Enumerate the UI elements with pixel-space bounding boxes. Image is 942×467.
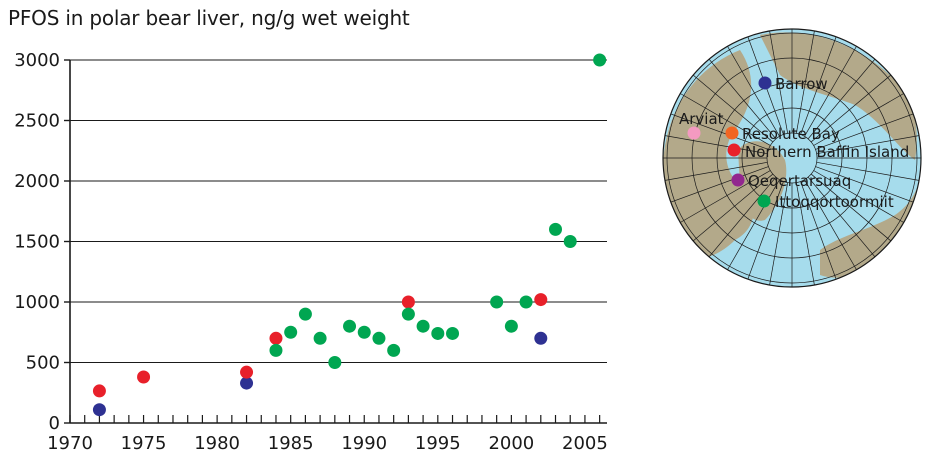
meridian-line (701, 176, 777, 266)
data-point (92, 403, 106, 417)
meridian-line (721, 179, 780, 280)
x-tick-label: 2000 (488, 433, 534, 454)
data-point (416, 319, 430, 333)
data-point (313, 331, 327, 345)
data-point (328, 356, 342, 369)
meridian-line (670, 170, 771, 229)
map-location-label: Barrow (775, 75, 828, 93)
meridian-line (815, 166, 921, 207)
y-tick-label: 2000 (14, 171, 60, 192)
meridian-line (795, 182, 817, 287)
meridian-line (767, 29, 789, 134)
meridian-line (816, 161, 921, 183)
meridian-line (810, 67, 900, 143)
meridian-line (807, 176, 883, 266)
meridian-line (721, 36, 780, 137)
x-tick-label: 1990 (341, 433, 387, 454)
meridian-line (663, 161, 768, 183)
meridian-line (767, 182, 789, 287)
chart-title: PFOS in polar bear liver, ng/g wet weigh… (8, 6, 410, 30)
data-point (92, 384, 106, 398)
meridian-line (795, 29, 817, 134)
map-border (662, 28, 922, 288)
land-north-america (663, 50, 754, 259)
data-point (446, 326, 460, 340)
map-location-label: Northern Baffin Island (745, 143, 909, 161)
data-point (534, 331, 548, 345)
map-marker (758, 76, 772, 90)
data-point (372, 331, 386, 345)
meridian-line (816, 133, 921, 155)
data-point (284, 325, 298, 339)
meridian-line (800, 29, 841, 135)
y-tick-label: 0 (49, 413, 60, 434)
data-point (519, 295, 533, 309)
x-tick-label: 1985 (268, 433, 314, 454)
data-point (269, 343, 283, 357)
x-tick-label: 1995 (415, 433, 461, 454)
meridian-line (800, 181, 841, 287)
x-tick-label: 1975 (121, 433, 167, 454)
map-location-label: Qeqertarsuaq (748, 172, 851, 190)
x-tick-label: 2005 (562, 433, 608, 454)
meridian-line (804, 179, 863, 280)
meridian-line (810, 173, 900, 249)
meridian-line (684, 67, 774, 143)
data-point (343, 319, 357, 333)
plot-area: 0 500 1000 1500 2000 2500 3000 1970 1975 1980 1985… (14, 50, 608, 454)
graticule (663, 29, 921, 287)
meridian-line (813, 87, 914, 146)
land-greenland (738, 141, 787, 221)
map-location-label: Resolute Bay (742, 125, 840, 143)
map-marker (757, 194, 771, 208)
map-location-label: Ittoqqortoormiit (775, 193, 894, 211)
data-point (534, 293, 548, 307)
data-point (298, 307, 312, 321)
data-point (549, 222, 563, 236)
data-point (387, 343, 401, 357)
data-point (240, 376, 254, 390)
map-marker (727, 143, 741, 157)
y-tick-label: 1500 (14, 232, 60, 253)
meridian-line (807, 50, 883, 140)
meridian-line (663, 133, 768, 155)
x-tick-label: 1970 (47, 433, 93, 454)
data-point (401, 307, 415, 321)
y-tick-label: 3000 (14, 50, 60, 71)
data-point (137, 370, 151, 384)
x-tick-label: 1980 (194, 433, 240, 454)
data-point (240, 365, 254, 379)
meridian-line (663, 166, 769, 207)
meridian-line (804, 36, 863, 137)
data-point (269, 331, 283, 345)
data-point (401, 295, 415, 309)
y-tick-label: 1000 (14, 292, 60, 313)
meridian-line (663, 109, 769, 150)
meridian-line (701, 50, 777, 140)
data-point (431, 326, 445, 340)
meridian-line (670, 87, 771, 146)
map-marker (731, 173, 745, 187)
meridian-line (684, 173, 774, 249)
map-marker (687, 126, 701, 140)
data-point (563, 235, 577, 248)
data-point (593, 53, 607, 67)
y-tick-label: 500 (26, 353, 60, 374)
data-point (490, 295, 504, 309)
y-tick-label: 2500 (14, 111, 60, 132)
map-location-label: Arviat (679, 110, 724, 128)
meridian-line (743, 181, 784, 287)
data-point (504, 319, 518, 333)
map-marker (725, 126, 739, 140)
data-point (357, 325, 371, 339)
meridian-line (813, 170, 914, 229)
meridian-line (815, 109, 921, 150)
land-eurasia (760, 32, 917, 161)
